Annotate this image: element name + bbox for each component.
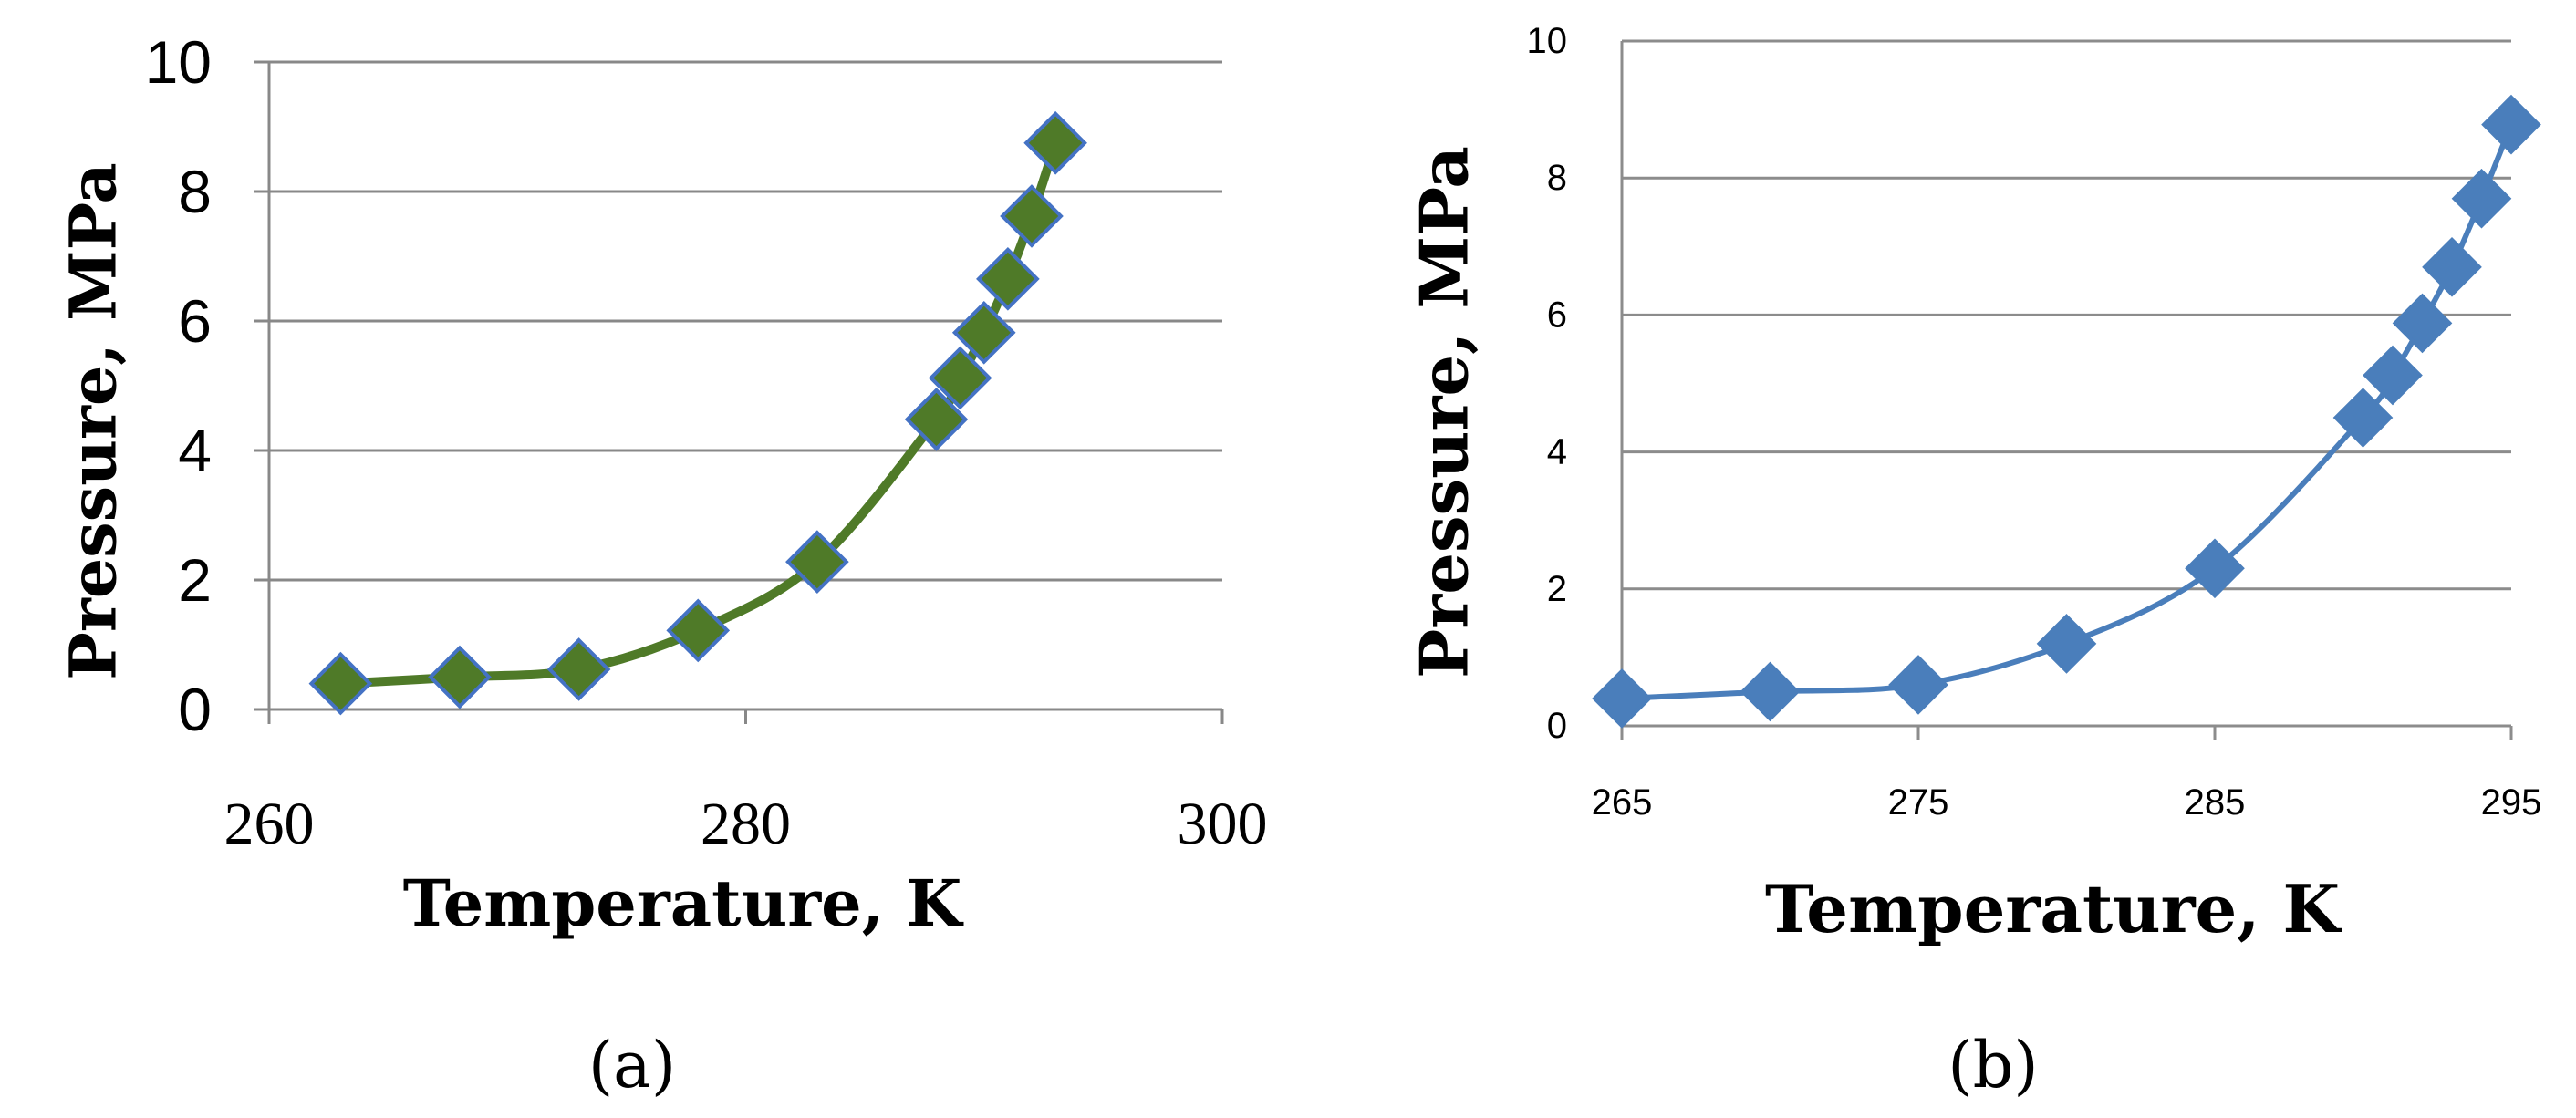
data-point [1023, 110, 1087, 175]
data-point [308, 651, 373, 716]
data-point [976, 247, 1040, 311]
panel-b: 0 2 4 6 8 10 265 275 285 295 Temperature, K Pressur… [1406, 21, 2542, 1102]
data-point [785, 530, 849, 594]
data-point [2185, 538, 2245, 599]
data-point [2422, 237, 2482, 297]
data-point [2036, 614, 2097, 674]
x-tick-label: 280 [701, 791, 791, 857]
data-point [2363, 345, 2423, 406]
data-point [428, 645, 492, 709]
data-point [546, 637, 611, 701]
x-axis-title: Temperature, K [1765, 870, 2342, 947]
y-tick-label: 10 [1527, 21, 1568, 61]
x-axis-title: Temperature, K [403, 865, 964, 941]
data-point [928, 346, 992, 410]
x-tick-label: 265 [1592, 782, 1653, 823]
data-point [666, 598, 731, 663]
data-point [1888, 655, 1948, 715]
y-tick-label: 0 [178, 676, 212, 743]
x-tick-label: 295 [2481, 782, 2542, 823]
x-tick-label: 285 [2185, 782, 2246, 823]
data-point [2392, 293, 2453, 354]
y-tick-label: 6 [178, 287, 212, 355]
y-tick-label: 8 [1547, 158, 1567, 198]
y-tick-label: 4 [178, 417, 212, 484]
y-tick-label: 2 [1547, 569, 1567, 609]
y-tick-label: 0 [1547, 706, 1567, 746]
data-point [2481, 94, 2541, 155]
data-point [904, 388, 969, 451]
x-tick-label: 275 [1888, 782, 1949, 823]
data-point [2451, 168, 2512, 229]
y-axis-title: Pressure, MPa [1406, 146, 1483, 678]
data-point [2332, 388, 2394, 448]
x-tick-label: 300 [1178, 791, 1268, 857]
data-point [951, 300, 1016, 365]
y-axis-title: Pressure, MPa [56, 162, 131, 680]
y-tick-label: 4 [1547, 432, 1567, 472]
panel-label: (b) [1948, 1028, 2038, 1102]
data-point [1740, 661, 1801, 722]
y-tick-label: 6 [1547, 295, 1567, 335]
x-tick-label: 260 [224, 791, 315, 857]
data-point [1592, 668, 1652, 729]
panel-a: 0 2 4 6 8 10 260 280 300 Temperature, K Pressure, … [56, 28, 1268, 1102]
panel-label: (a) [588, 1028, 676, 1102]
y-tick-label: 10 [145, 28, 212, 96]
y-tick-label: 8 [178, 158, 212, 225]
data-point [1000, 184, 1064, 248]
y-tick-label: 2 [178, 546, 212, 614]
